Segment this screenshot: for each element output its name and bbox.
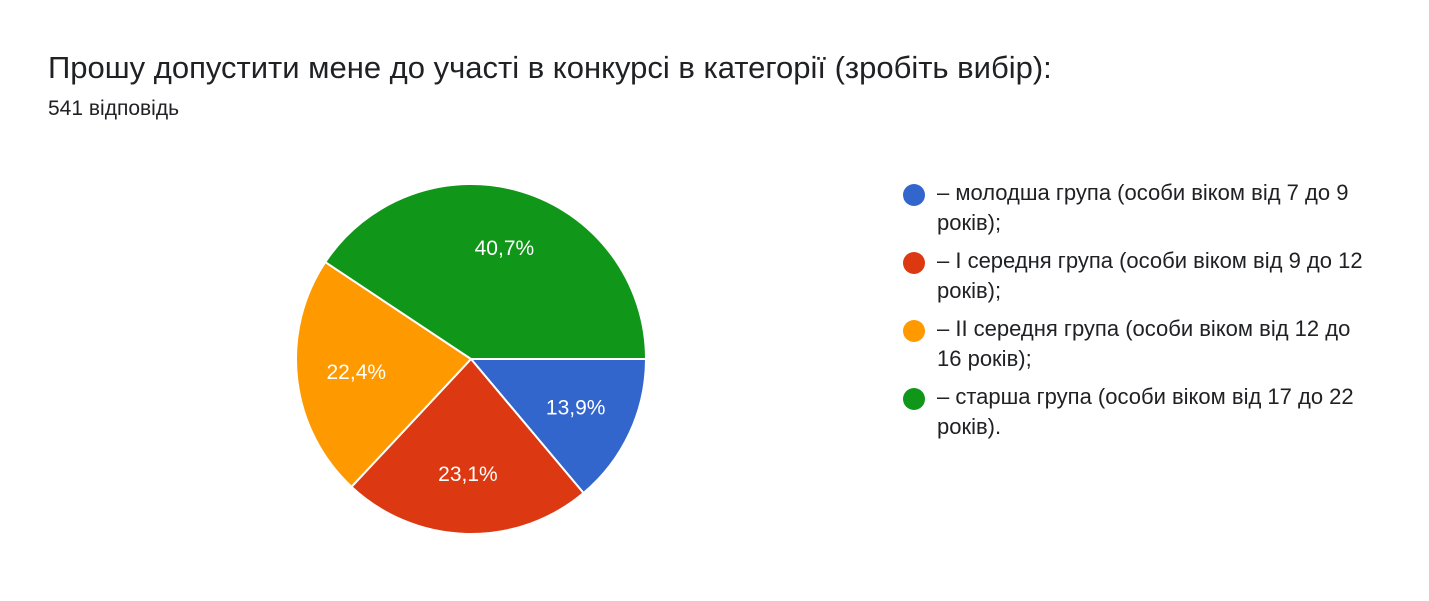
- pie-label-middle-1: 23,1%: [438, 463, 498, 486]
- pie-slice-senior[interactable]: [323, 183, 648, 360]
- pie-label-young: 13,9%: [546, 396, 606, 419]
- pie-chart: 13,9% 23,1% 22,4% 40,7%: [295, 183, 648, 535]
- legend-item-senior[interactable]: – старша група (особи віком від 17 до 22…: [903, 382, 1373, 442]
- pie-slice-young[interactable]: [468, 358, 648, 495]
- legend-label-senior: – старша група (особи віком від 17 до 22…: [937, 384, 1354, 439]
- legend-item-middle-2[interactable]: – ІІ середня група (особи віком від 12 д…: [903, 314, 1373, 374]
- pie-label-senior: 40,7%: [475, 237, 535, 260]
- pie-labels: 13,9% 23,1% 22,4% 40,7%: [327, 237, 606, 486]
- pie-slices: [295, 183, 648, 535]
- legend-label-middle-1: – І середня група (особи віком від 9 до …: [937, 248, 1363, 303]
- pie-slice-middle-2[interactable]: [295, 260, 473, 489]
- pie-slice-middle-1[interactable]: [350, 357, 585, 535]
- legend-label-young: – молодша група (особи віком від 7 до 9 …: [937, 180, 1349, 235]
- legend-dot-young: [903, 184, 925, 206]
- legend-dot-middle-1: [903, 252, 925, 274]
- legend-label-middle-2: – ІІ середня група (особи віком від 12 д…: [937, 316, 1351, 371]
- legend: – молодша група (особи віком від 7 до 9 …: [903, 178, 1373, 450]
- question-title: Прошу допустити мене до участі в конкурс…: [48, 50, 1052, 85]
- pie-label-middle-2: 22,4%: [327, 361, 387, 384]
- legend-dot-middle-2: [903, 320, 925, 342]
- legend-item-young[interactable]: – молодша група (особи віком від 7 до 9 …: [903, 178, 1373, 238]
- response-count: 541 відповідь: [48, 97, 180, 120]
- legend-dot-senior: [903, 388, 925, 410]
- legend-item-middle-1[interactable]: – І середня група (особи віком від 9 до …: [903, 246, 1373, 306]
